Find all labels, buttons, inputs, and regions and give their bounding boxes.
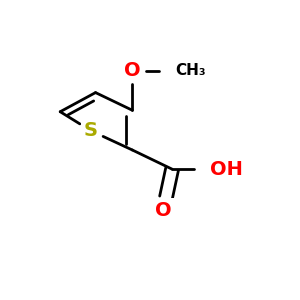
Text: O: O xyxy=(155,201,172,220)
Text: OH: OH xyxy=(210,160,243,178)
Text: O: O xyxy=(124,61,141,80)
Text: S: S xyxy=(84,122,98,140)
Text: CH₃: CH₃ xyxy=(175,63,206,78)
